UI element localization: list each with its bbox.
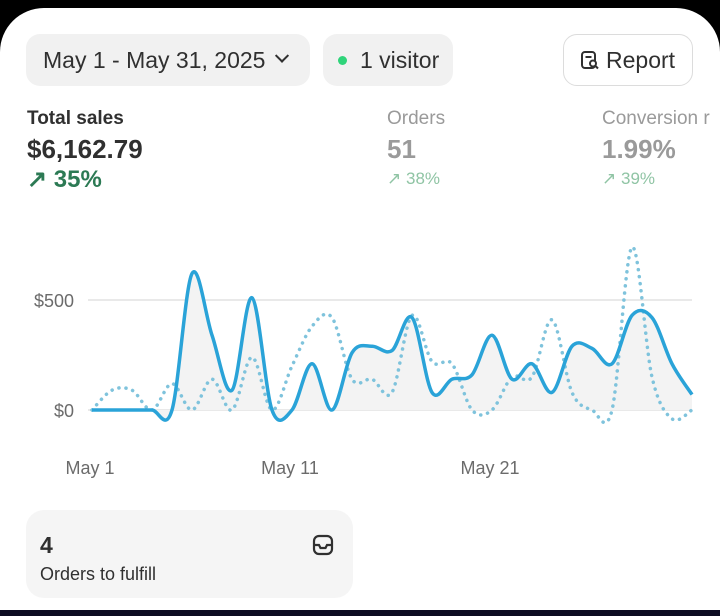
arrow-up-right-icon: ↗ <box>387 169 402 188</box>
dashboard-panel: May 1 - May 31, 2025 1 visitor Report To… <box>0 8 720 610</box>
report-button[interactable]: Report <box>563 34 693 86</box>
metric-value: $6,162.79 <box>27 134 143 164</box>
orders-to-fulfill-label: Orders to fulfill <box>40 564 157 584</box>
date-range-picker[interactable]: May 1 - May 31, 2025 <box>26 34 310 86</box>
x-tick-label: May 21 <box>460 458 519 478</box>
metric-label: Orders <box>387 108 446 129</box>
y-tick-label: $500 <box>34 291 74 311</box>
metric-change-value: 38% <box>405 169 441 188</box>
x-tick-label: May 1 <box>65 458 114 478</box>
visitor-count: 1 visitor <box>360 46 440 73</box>
metric-label: Total sales <box>27 108 124 129</box>
y-tick-label: $0 <box>54 401 74 421</box>
live-visitors-button[interactable]: 1 visitor <box>323 34 453 86</box>
orders-to-fulfill-card[interactable]: 4 Orders to fulfill <box>26 510 353 598</box>
metric-value: 1.99% <box>602 134 676 164</box>
current-period-line <box>92 270 694 422</box>
metric-change-value: 35% <box>53 166 102 193</box>
live-dot-icon <box>338 55 347 65</box>
sales-chart[interactable]: $0 $500 May 1 May 11 May 21 <box>0 228 720 488</box>
report-search-icon <box>581 51 599 70</box>
metric-change-value: 39% <box>620 169 656 188</box>
inbox-icon <box>312 534 334 556</box>
metric-total-sales[interactable]: Total sales $6,162.79 ↗ 35% <box>27 108 143 194</box>
metric-change: ↗ 38% <box>387 169 445 189</box>
chevron-down-icon <box>275 48 290 63</box>
x-tick-label: May 11 <box>261 458 319 478</box>
metric-orders[interactable]: Orders 51 ↗ 38% <box>387 108 445 189</box>
metric-label: Conversion r <box>602 108 710 129</box>
metric-change: ↗ 35% <box>27 165 143 194</box>
date-range-label: May 1 - May 31, 2025 <box>43 46 266 73</box>
metric-value: 51 <box>387 134 416 164</box>
report-label: Report <box>606 46 676 73</box>
arrow-up-right-icon: ↗ <box>602 169 617 188</box>
metric-conversion-rate[interactable]: Conversion r 1.99% ↗ 39% <box>602 108 710 189</box>
home-indicator-bar <box>0 610 720 616</box>
metric-change: ↗ 39% <box>602 169 710 189</box>
arrow-up-right-icon: ↗ <box>27 166 48 193</box>
orders-to-fulfill-count: 4 <box>40 532 53 558</box>
